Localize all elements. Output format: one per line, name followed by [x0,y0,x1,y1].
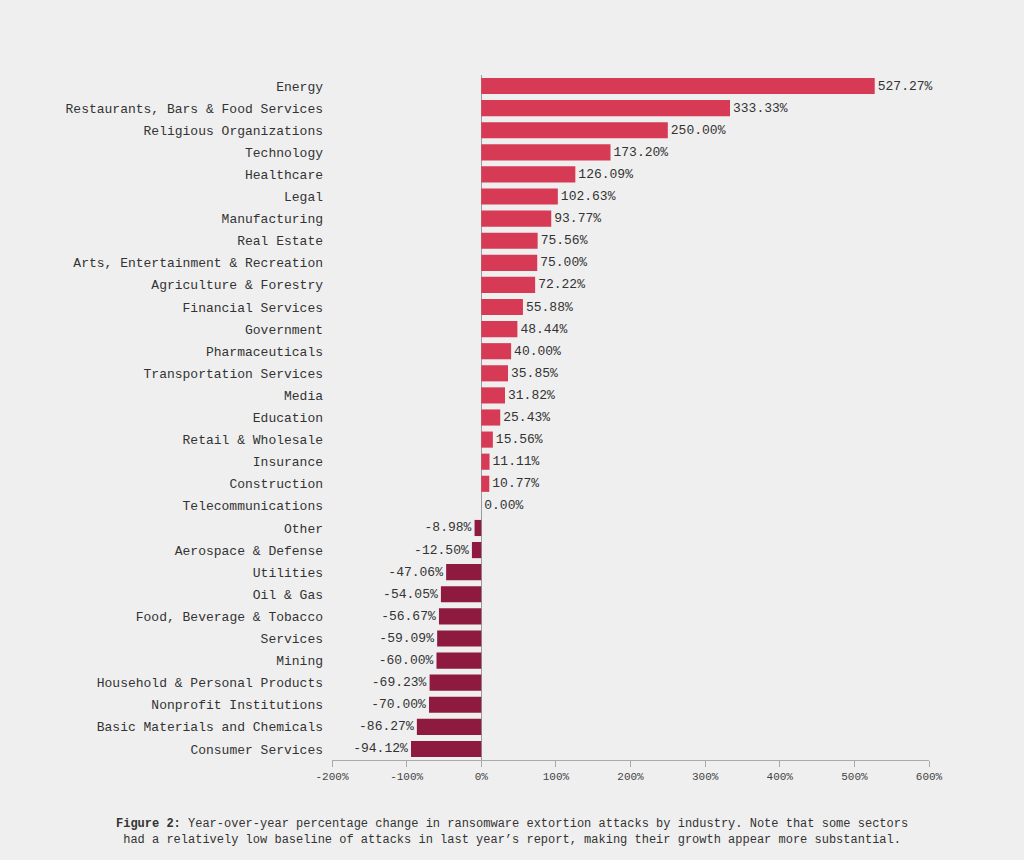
svg-text:Technology: Technology [245,146,323,161]
svg-text:Services: Services [261,632,323,647]
svg-text:Construction: Construction [229,477,323,492]
svg-text:-200%: -200% [315,771,348,783]
svg-text:-59.09%: -59.09% [379,631,434,646]
svg-text:-70.00%: -70.00% [371,697,426,712]
svg-text:Utilities: Utilities [253,566,323,581]
svg-text:100%: 100% [543,771,570,783]
svg-text:600%: 600% [916,771,943,783]
svg-text:-86.27%: -86.27% [359,719,414,734]
svg-text:-100%: -100% [390,771,423,783]
svg-text:Retail & Wholesale: Retail & Wholesale [183,433,323,448]
svg-text:40.00%: 40.00% [514,344,561,359]
svg-text:Telecommunications: Telecommunications [183,499,323,514]
svg-text:Aerospace & Defense: Aerospace & Defense [175,544,323,559]
svg-text:-60.00%: -60.00% [379,653,434,668]
svg-text:-54.05%: -54.05% [383,587,438,602]
svg-text:-56.67%: -56.67% [381,609,436,624]
svg-text:200%: 200% [617,771,644,783]
svg-text:Figure 2: Year-over-year perce: Figure 2: Year-over-year percentage chan… [116,817,908,847]
svg-text:72.22%: 72.22% [538,277,585,292]
svg-text:-12.50%: -12.50% [414,543,469,558]
svg-text:Restaurants, Bars & Food Servi: Restaurants, Bars & Food Services [66,102,323,117]
svg-text:11.11%: 11.11% [493,454,540,469]
svg-text:Food, Beverage & Tobacco: Food, Beverage & Tobacco [136,610,323,625]
svg-text:Consumer Services: Consumer Services [190,743,323,758]
svg-text:75.00%: 75.00% [540,255,587,270]
svg-text:35.85%: 35.85% [511,366,558,381]
svg-text:75.56%: 75.56% [541,233,588,248]
svg-text:-8.98%: -8.98% [425,520,472,535]
svg-text:Government: Government [245,323,323,338]
svg-text:250.00%: 250.00% [671,123,726,138]
svg-text:Real Estate: Real Estate [237,234,323,249]
svg-text:126.09%: 126.09% [578,167,633,182]
svg-text:Pharmaceuticals: Pharmaceuticals [206,345,323,360]
svg-text:Household & Personal Products: Household & Personal Products [97,676,323,691]
svg-text:Oil & Gas: Oil & Gas [253,588,323,603]
svg-text:300%: 300% [692,771,719,783]
svg-text:Mining: Mining [276,654,323,669]
svg-text:Agriculture & Forestry: Agriculture & Forestry [151,278,323,293]
svg-text:10.77%: 10.77% [492,476,539,491]
svg-text:Arts, Entertainment & Recreati: Arts, Entertainment & Recreation [73,256,323,271]
svg-text:Manufacturing: Manufacturing [222,212,323,227]
svg-text:102.63%: 102.63% [561,189,616,204]
svg-text:31.82%: 31.82% [508,388,555,403]
svg-text:-47.06%: -47.06% [388,565,443,580]
svg-text:Legal: Legal [284,190,323,205]
svg-text:0.00%: 0.00% [484,498,523,513]
svg-text:Insurance: Insurance [253,455,323,470]
svg-text:173.20%: 173.20% [614,145,669,160]
svg-text:Healthcare: Healthcare [245,168,323,183]
svg-text:55.88%: 55.88% [526,300,573,315]
svg-text:48.44%: 48.44% [520,322,567,337]
svg-text:500%: 500% [841,771,868,783]
svg-text:-94.12%: -94.12% [353,741,408,756]
svg-text:Religious Organizations: Religious Organizations [144,124,323,139]
svg-text:333.33%: 333.33% [733,101,788,116]
svg-text:93.77%: 93.77% [554,211,601,226]
svg-text:Education: Education [253,411,323,426]
svg-text:Basic Materials and Chemicals: Basic Materials and Chemicals [97,720,323,735]
svg-text:Nonprofit Institutions: Nonprofit Institutions [151,698,323,713]
svg-text:Energy: Energy [276,80,323,95]
svg-text:Media: Media [284,389,323,404]
svg-text:0%: 0% [475,771,489,783]
svg-text:-69.23%: -69.23% [372,675,427,690]
svg-text:527.27%: 527.27% [878,79,933,94]
svg-text:Transportation Services: Transportation Services [144,367,323,382]
svg-text:15.56%: 15.56% [496,432,543,447]
svg-text:Other: Other [284,522,323,537]
svg-text:400%: 400% [767,771,794,783]
svg-text:25.43%: 25.43% [503,410,550,425]
svg-text:Financial Services: Financial Services [183,301,323,316]
